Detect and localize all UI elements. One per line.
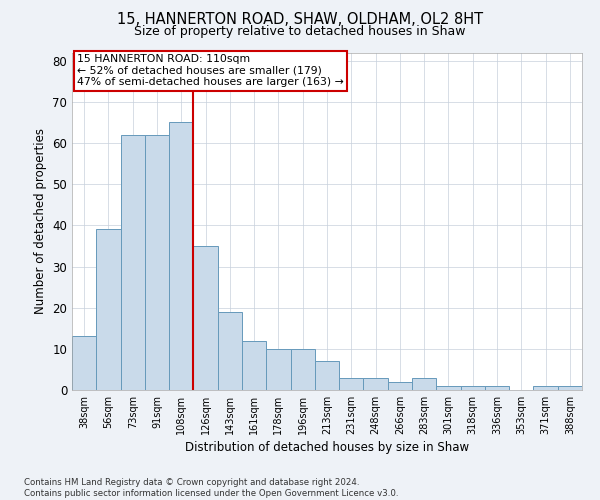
Bar xyxy=(72,336,96,390)
Text: Size of property relative to detached houses in Shaw: Size of property relative to detached ho… xyxy=(134,25,466,38)
Bar xyxy=(436,386,461,390)
Bar xyxy=(242,340,266,390)
Bar xyxy=(533,386,558,390)
Bar xyxy=(412,378,436,390)
Text: Contains HM Land Registry data © Crown copyright and database right 2024.
Contai: Contains HM Land Registry data © Crown c… xyxy=(24,478,398,498)
Bar xyxy=(121,135,145,390)
Bar xyxy=(193,246,218,390)
Text: 15 HANNERTON ROAD: 110sqm
← 52% of detached houses are smaller (179)
47% of semi: 15 HANNERTON ROAD: 110sqm ← 52% of detac… xyxy=(77,54,344,88)
Bar xyxy=(485,386,509,390)
X-axis label: Distribution of detached houses by size in Shaw: Distribution of detached houses by size … xyxy=(185,441,469,454)
Bar xyxy=(339,378,364,390)
Bar xyxy=(558,386,582,390)
Y-axis label: Number of detached properties: Number of detached properties xyxy=(34,128,47,314)
Bar xyxy=(388,382,412,390)
Bar xyxy=(96,230,121,390)
Text: 15, HANNERTON ROAD, SHAW, OLDHAM, OL2 8HT: 15, HANNERTON ROAD, SHAW, OLDHAM, OL2 8H… xyxy=(117,12,483,28)
Bar xyxy=(218,312,242,390)
Bar xyxy=(315,361,339,390)
Bar xyxy=(364,378,388,390)
Bar xyxy=(266,349,290,390)
Bar xyxy=(145,135,169,390)
Bar xyxy=(169,122,193,390)
Bar xyxy=(461,386,485,390)
Bar xyxy=(290,349,315,390)
